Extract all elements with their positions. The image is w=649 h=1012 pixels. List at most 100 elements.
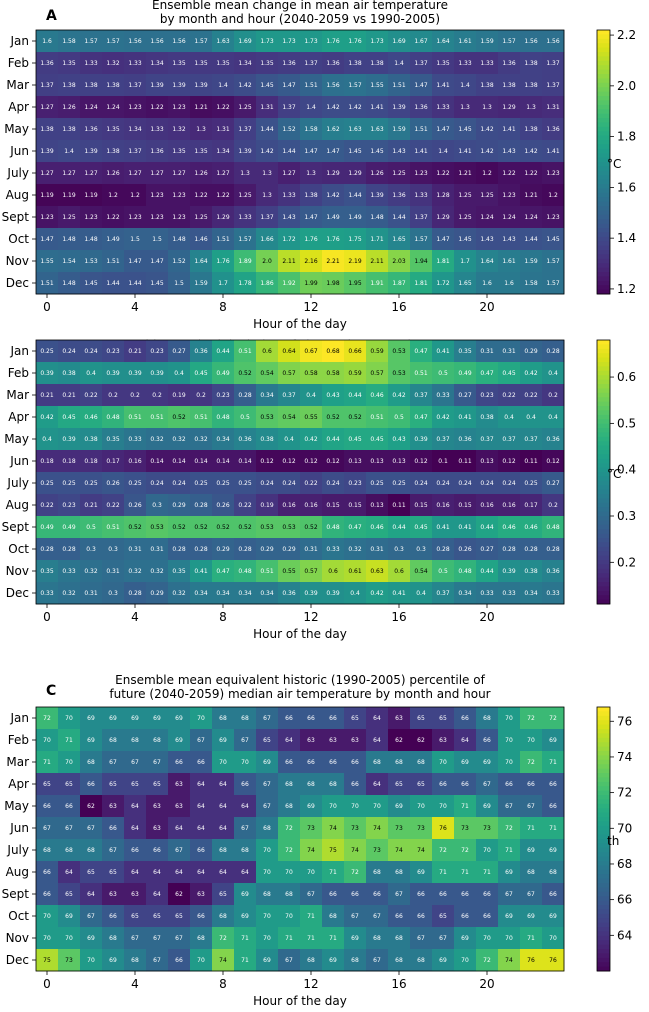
cell-value-label: 1.47 [436, 236, 450, 243]
heatmap-cell [124, 516, 147, 539]
cell-value-label: 0.26 [458, 546, 472, 553]
heatmap-cell [80, 162, 103, 185]
cell-value-label: 1.24 [106, 104, 120, 111]
colorbar-segment [597, 96, 610, 101]
cell-value-label: 65 [131, 781, 139, 788]
cell-value-label: 0.13 [348, 458, 362, 465]
heatmap-cell [520, 927, 543, 950]
y-tick-label: Oct [8, 232, 29, 246]
heatmap-cell [542, 883, 565, 906]
cell-value-label: 0.4 [416, 590, 426, 597]
colorbar-segment [597, 223, 610, 229]
cell-value-label: 1.47 [128, 258, 142, 265]
heatmap-cell [300, 406, 323, 429]
x-axis-label: Hour of the day [253, 627, 347, 641]
heatmap-cell [124, 428, 147, 451]
heatmap-cell [146, 52, 169, 75]
cell-value-label: 1.98 [326, 280, 340, 287]
cell-value-label: 0.53 [150, 524, 164, 531]
cell-value-label: 69 [549, 913, 557, 920]
heatmap-cell [344, 729, 367, 752]
cell-value-label: 0.29 [172, 502, 186, 509]
heatmap-cell [190, 118, 213, 141]
heatmap-cell [234, 817, 257, 840]
heatmap-cell [344, 927, 367, 950]
cell-value-label: 1.33 [282, 192, 296, 199]
cell-value-label: 66 [395, 913, 403, 920]
cell-value-label: 69 [483, 803, 491, 810]
colorbar-segment [597, 397, 610, 403]
heatmap-cell [520, 362, 543, 385]
heatmap-cell [454, 30, 477, 53]
cell-value-label: 69 [439, 957, 447, 964]
heatmap-cell [168, 861, 191, 884]
cell-value-label: 0.41 [436, 348, 450, 355]
cell-value-label: 1.33 [436, 104, 450, 111]
heatmap-cell [410, 162, 433, 185]
heatmap-cell [58, 751, 81, 774]
colorbar-segment [597, 891, 610, 897]
heatmap-cell [542, 861, 565, 884]
cell-value-label: 66 [153, 847, 161, 854]
colorbar-tick-label: 0.6 [617, 370, 636, 384]
cell-value-label: 67 [109, 847, 117, 854]
cell-value-label: 0.3 [86, 546, 96, 553]
cell-value-label: 1.21 [458, 170, 472, 177]
heatmap-cell [124, 362, 147, 385]
heatmap-cell [212, 560, 235, 583]
cell-value-label: 1.57 [106, 38, 120, 45]
cell-value-label: 1.57 [348, 82, 362, 89]
heatmap-cell [102, 384, 125, 407]
cell-value-label: 0.51 [414, 370, 428, 377]
heatmap-cell [190, 927, 213, 950]
heatmap-cell [542, 140, 565, 163]
colorbar-segment [597, 825, 610, 831]
heatmap-cell [322, 362, 345, 385]
cell-value-label: 1.55 [40, 258, 54, 265]
cell-value-label: 63 [175, 803, 183, 810]
colorbar-segment [597, 375, 610, 381]
cell-value-label: 72 [549, 715, 557, 722]
cell-value-label: 0.24 [502, 480, 516, 487]
cell-value-label: 64 [65, 869, 73, 876]
x-tick-label: 20 [479, 300, 494, 314]
heatmap-cell [454, 472, 477, 495]
heatmap-cell [80, 773, 103, 796]
cell-value-label: 1.66 [260, 236, 274, 243]
heatmap-cell [322, 472, 345, 495]
cell-value-label: 0.52 [304, 524, 318, 531]
heatmap-cell [124, 340, 147, 363]
colorbar-segment [597, 388, 610, 394]
cell-value-label: 1.39 [392, 104, 406, 111]
heatmap-cell [388, 795, 411, 818]
cell-value-label: 1.5 [174, 280, 184, 287]
heatmap-cell [300, 362, 323, 385]
cell-value-label: 0.21 [40, 392, 54, 399]
cell-value-label: 66 [351, 781, 359, 788]
heatmap-cell [300, 184, 323, 207]
heatmap-cell [432, 861, 455, 884]
heatmap-cell [454, 272, 477, 295]
heatmap-cell [102, 927, 125, 950]
cell-value-label: 0.52 [348, 414, 362, 421]
cell-value-label: 0.59 [348, 370, 362, 377]
heatmap-cell [520, 861, 543, 884]
colorbar-segment [597, 454, 610, 460]
colorbar-segment [597, 590, 610, 596]
colorbar-segment [597, 781, 610, 787]
cell-value-label: 1.25 [238, 192, 252, 199]
cell-value-label: 1.38 [524, 82, 538, 89]
cell-value-label: 1.47 [282, 82, 296, 89]
heatmap-cell [80, 472, 103, 495]
heatmap-cell [344, 494, 367, 517]
cell-value-label: 1.39 [150, 82, 164, 89]
cell-value-label: 1.58 [62, 38, 76, 45]
heatmap-cell [36, 795, 59, 818]
cell-value-label: 0.26 [216, 502, 230, 509]
cell-value-label: 1.4 [218, 82, 228, 89]
heatmap-cell [322, 883, 345, 906]
cell-value-label: 0.23 [216, 392, 230, 399]
heatmap-cell [124, 773, 147, 796]
cell-value-label: 0.23 [106, 348, 120, 355]
heatmap-cell [212, 272, 235, 295]
